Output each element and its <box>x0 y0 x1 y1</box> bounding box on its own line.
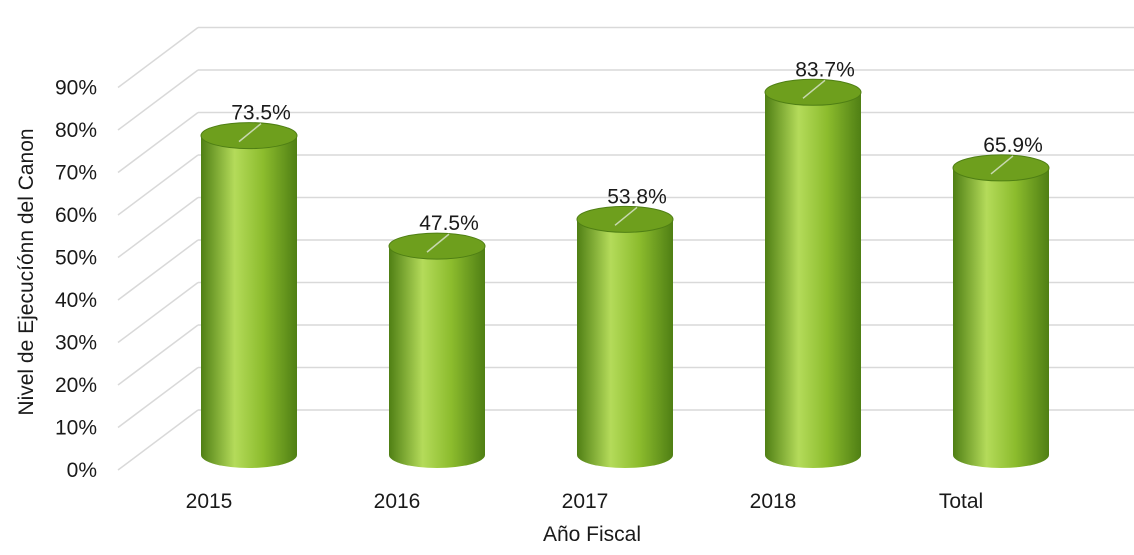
bar-body <box>953 167 1049 469</box>
bar-top <box>200 122 298 150</box>
x-tick-label: Total <box>939 490 983 513</box>
data-label: 47.5% <box>419 212 479 235</box>
y-tick-label: 20% <box>55 374 97 397</box>
x-tick-label: 2018 <box>750 490 797 513</box>
y-tick-label: 10% <box>55 417 97 440</box>
y-tick-label: 0% <box>67 459 97 482</box>
data-label: 53.8% <box>607 185 667 208</box>
y-tick-label: 50% <box>55 247 97 270</box>
x-tick-label: 2017 <box>562 490 609 513</box>
gridline-diagonal <box>117 154 199 216</box>
gridline-diagonal <box>117 26 199 89</box>
label-leader-line <box>426 233 450 253</box>
gridline-diagonal <box>117 409 199 471</box>
gridline-diagonal <box>117 196 199 259</box>
bar-Total <box>952 154 1050 469</box>
bar-2017 <box>576 205 674 468</box>
label-leader-line <box>990 155 1014 175</box>
bar-top <box>952 154 1050 182</box>
gridline-diagonal <box>117 366 199 429</box>
label-leader-line <box>614 206 638 226</box>
bar-body <box>577 219 673 468</box>
y-tick-label: 40% <box>55 289 97 312</box>
y-axis-tick-labels: 0% 10% 20% 30% 40% 50% 60% 70% 80% 90% <box>55 77 97 483</box>
y-tick-label: 60% <box>55 204 97 227</box>
x-tick-label: 2016 <box>374 490 421 513</box>
bar-body <box>201 135 297 468</box>
bar-body <box>765 92 861 469</box>
bar-2018 <box>764 78 862 469</box>
y-tick-label: 70% <box>55 162 97 185</box>
y-tick-label: 80% <box>55 119 97 142</box>
data-labels: 73.5% 47.5% 53.8% 83.7% 65.9% <box>231 58 1043 235</box>
bar-2016 <box>388 232 486 468</box>
data-label: 73.5% <box>231 102 291 125</box>
label-leader-line <box>802 79 826 99</box>
x-axis-tick-labels: 2015 2016 2017 2018 Total <box>186 490 984 513</box>
bar-top <box>764 78 862 106</box>
gridline-diagonal <box>117 324 199 386</box>
y-tick-label: 30% <box>55 332 97 355</box>
gridline-diagonal <box>117 239 199 301</box>
gridline-diagonal <box>117 281 199 344</box>
data-label: 65.9% <box>983 134 1043 157</box>
x-axis-title: Año Fiscal <box>543 523 641 546</box>
gridline-diagonal <box>117 69 199 131</box>
bar-top <box>388 232 486 260</box>
bars <box>200 78 1050 469</box>
x-tick-label: 2015 <box>186 490 233 513</box>
bar-2015 <box>200 122 298 468</box>
gridline-diagonal <box>117 111 199 174</box>
bar-top <box>576 205 674 233</box>
y-tick-label: 90% <box>55 77 97 100</box>
y-axis-title: Nivel de Ejecucíónn del Canon <box>15 128 38 415</box>
data-label: 83.7% <box>795 58 855 81</box>
label-leader-line <box>238 123 262 143</box>
bar-body <box>389 246 485 468</box>
